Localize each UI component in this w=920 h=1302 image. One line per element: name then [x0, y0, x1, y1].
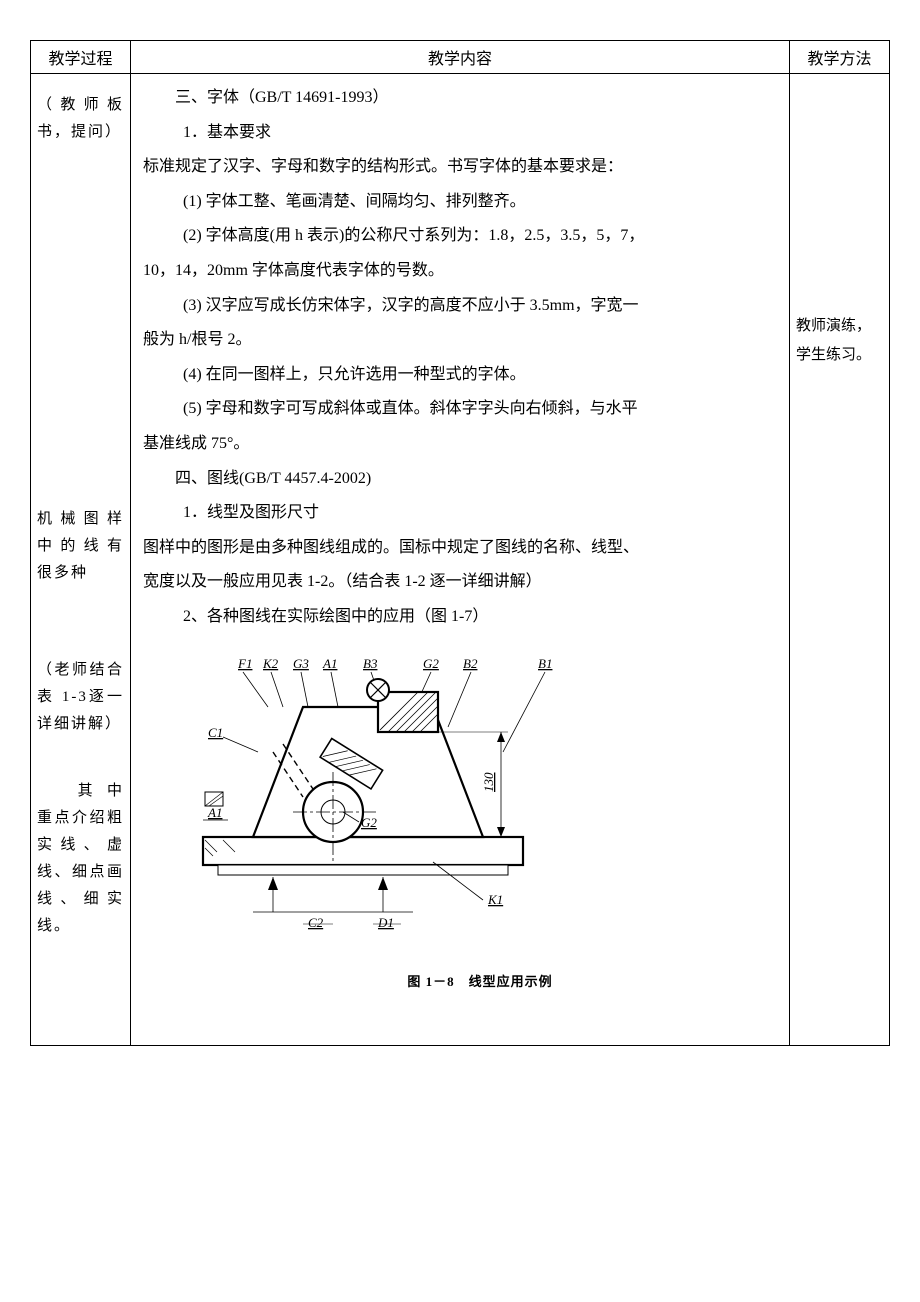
label-K2: K2: [262, 656, 279, 671]
header-row: 教学过程 教学内容 教学方法: [31, 41, 890, 74]
process-cell: （ 教 师 板书，提问） 机 械 图 样中 的 线 有很多种 （老师结合表 1-…: [31, 74, 131, 1046]
process-note-2: 机 械 图 样中 的 线 有很多种: [37, 506, 124, 587]
label-B1: B1: [538, 656, 552, 671]
figure-caption: 图 1－8 线型应用示例: [183, 968, 777, 995]
body-row: （ 教 师 板书，提问） 机 械 图 样中 的 线 有很多种 （老师结合表 1-…: [31, 74, 890, 1046]
label-K1: K1: [487, 892, 503, 907]
label-A1: A1: [322, 656, 337, 671]
s3-p1: (1) 字体工整、笔画清楚、间隔均匀、排列整齐。: [143, 185, 777, 219]
dim-130: 130: [481, 772, 496, 792]
method-cell: 教师演练， 学生练习。: [790, 74, 890, 1046]
section4-sub1: 1．线型及图形尺寸: [143, 496, 777, 530]
label-D1: D1: [377, 915, 394, 930]
s3-p3a: (3) 汉字应写成长仿宋体字，汉字的高度不应小于 3.5mm，字宽一: [143, 289, 777, 323]
section3-title: 三、字体（GB/T 14691-1993）: [143, 81, 777, 115]
s3-p5b: 基准线成 75°。: [143, 427, 777, 461]
s3-p2b: 10，14，20mm 字体高度代表字体的号数。: [143, 254, 777, 288]
s4-p1a: 图样中的图形是由多种图线组成的。国标中规定了图线的名称、线型、: [143, 531, 777, 565]
header-content: 教学内容: [131, 41, 790, 74]
section4-sub2: 2、各种图线在实际绘图中的应用（图 1-7）: [143, 600, 777, 634]
line-type-diagram: F1 K2 G3 A1 B3 G2 B2 B1: [183, 652, 583, 952]
process-note-4: 其 中重点介绍粗实线、虚线、细点画线、细实线。: [37, 778, 124, 940]
label-C1: C1: [208, 725, 223, 740]
header-method: 教学方法: [790, 41, 890, 74]
lesson-table: 教学过程 教学内容 教学方法 （ 教 师 板书，提问） 机 械 图 样中 的 线…: [30, 40, 890, 1046]
section3-sub1: 1．基本要求: [143, 116, 777, 150]
label-B2: B2: [463, 656, 478, 671]
method-line2: 学生练习。: [796, 341, 883, 370]
label-C2: C2: [308, 915, 324, 930]
header-process: 教学过程: [31, 41, 131, 74]
s3-p3b: 般为 h/根号 2。: [143, 323, 777, 357]
label-B3: B3: [363, 656, 378, 671]
method-line1: 教师演练，: [796, 312, 883, 341]
label-G3: G3: [293, 656, 309, 671]
s3-p4: (4) 在同一图样上，只允许选用一种型式的字体。: [143, 358, 777, 392]
process-note-3: （老师结合表 1-3逐一详细讲解）: [37, 657, 124, 738]
section4-title: 四、图线(GB/T 4457.4-2002): [143, 462, 777, 496]
label-F1: F1: [237, 656, 252, 671]
label-G2: G2: [423, 656, 439, 671]
s3-p2a: (2) 字体高度(用 h 表示)的公称尺寸系列为：1.8，2.5，3.5，5，7…: [143, 219, 777, 253]
label-G2b: G2: [361, 815, 377, 830]
label-A1-side: A1: [207, 805, 222, 820]
process-note-1: （ 教 师 板书，提问）: [37, 92, 124, 146]
content-cell: 三、字体（GB/T 14691-1993） 1．基本要求 标准规定了汉字、字母和…: [131, 74, 790, 1046]
figure-1-8: F1 K2 G3 A1 B3 G2 B2 B1: [183, 652, 777, 996]
s3-p0: 标准规定了汉字、字母和数字的结构形式。书写字体的基本要求是：: [143, 150, 777, 184]
s4-p1b: 宽度以及一般应用见表 1-2。（结合表 1-2 逐一详细讲解）: [143, 565, 777, 599]
s3-p5a: (5) 字母和数字可写成斜体或直体。斜体字字头向右倾斜，与水平: [143, 392, 777, 426]
